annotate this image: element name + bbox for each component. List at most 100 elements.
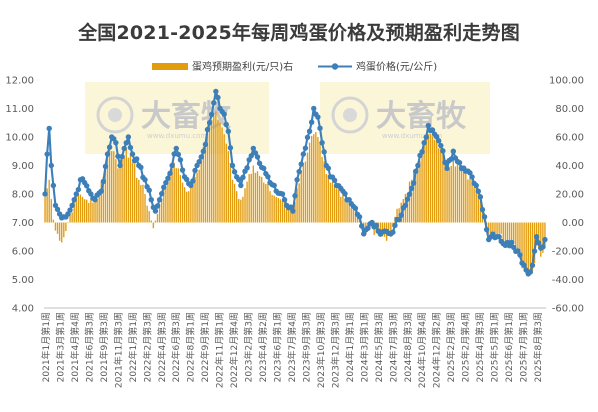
profit-bar	[248, 174, 250, 223]
x-tick-label: 2024年12月第2周	[431, 312, 443, 388]
profit-bar	[323, 161, 325, 223]
profit-bar	[508, 222, 511, 248]
profit-bar	[83, 199, 86, 223]
price-point	[308, 119, 315, 125]
x-tick-label: 2024年1月第1周	[344, 312, 356, 382]
profit-bar	[529, 222, 532, 275]
profit-bar	[196, 172, 198, 223]
profit-bar	[281, 199, 284, 223]
profit-bar	[335, 188, 338, 223]
profit-bar	[177, 168, 180, 223]
profit-bar	[315, 132, 317, 223]
price-point	[479, 206, 486, 213]
price-point	[529, 262, 536, 268]
profit-bar	[69, 213, 71, 223]
profit-bar	[390, 222, 392, 237]
price-point	[319, 140, 325, 146]
profit-bar	[310, 135, 313, 223]
profit-bar	[113, 151, 115, 223]
price-point	[271, 182, 277, 189]
profit-bar	[296, 188, 298, 223]
profit-bar	[198, 169, 200, 223]
profit-bar	[225, 143, 227, 223]
profit-bar	[440, 148, 442, 223]
profit-bar	[158, 203, 161, 223]
profit-bar	[346, 201, 348, 223]
price-point	[436, 138, 442, 144]
profit-bar	[61, 222, 63, 243]
profit-bar	[448, 168, 450, 223]
watermark-brand: 大畜牧	[376, 99, 467, 134]
price-point	[119, 153, 125, 160]
profit-bar	[210, 119, 213, 223]
price-point	[531, 248, 538, 254]
profit-bar	[188, 191, 190, 223]
left-tick-label: 12.00	[5, 76, 34, 87]
profit-bar	[317, 137, 319, 223]
legend-label-profit: 蛋鸡预期盈利(元/只)右	[192, 60, 293, 73]
chart-title: 全国2021-2025年每周鸡蛋价格及预期盈利走势图	[78, 22, 520, 44]
profit-bar	[396, 208, 398, 223]
profit-bar	[167, 173, 169, 223]
profit-bar	[77, 194, 80, 223]
price-point	[183, 176, 190, 183]
profit-bar	[227, 151, 230, 223]
profit-bar	[217, 119, 219, 223]
price-point	[281, 197, 288, 203]
price-point	[419, 149, 425, 155]
price-point	[223, 121, 229, 128]
profit-bar	[298, 183, 300, 223]
price-point	[342, 190, 348, 197]
price-point	[404, 196, 411, 202]
profit-bar	[165, 186, 167, 223]
profit-bar	[46, 188, 48, 223]
profit-bar	[94, 197, 96, 223]
profit-bar	[325, 174, 327, 223]
price-point	[148, 197, 154, 203]
price-point	[406, 191, 413, 197]
legend: 蛋鸡预期盈利(元/只)右 鸡蛋价格(元/公斤)	[152, 60, 437, 73]
profit-bar	[152, 222, 155, 229]
price-point	[429, 127, 436, 133]
price-point	[438, 142, 444, 149]
price-point	[204, 126, 211, 133]
profit-bar	[54, 222, 57, 231]
profit-bar	[258, 175, 261, 223]
price-point	[125, 134, 132, 140]
profit-bar	[279, 199, 282, 223]
price-point	[292, 193, 298, 199]
price-point	[321, 149, 327, 155]
profit-bar	[185, 191, 188, 223]
price-point	[369, 219, 375, 226]
profit-bar	[161, 199, 163, 223]
profit-bar	[523, 222, 525, 271]
price-point	[473, 182, 479, 189]
price-point	[104, 151, 111, 157]
x-tick-label: 2025年6月第1周	[503, 312, 515, 382]
profit-bar	[127, 157, 130, 223]
profit-bar	[458, 165, 461, 223]
price-point	[69, 202, 75, 209]
price-point	[208, 111, 215, 118]
profit-bar	[96, 199, 98, 223]
right-axis: -60.00 -40.00 -20.00 0.00 20.00 40.00 60.00 80.…	[549, 76, 584, 315]
profit-bar	[344, 198, 346, 223]
profit-bar	[271, 194, 273, 223]
profit-bar	[125, 148, 127, 223]
price-point	[238, 182, 244, 189]
price-point	[250, 145, 257, 152]
profit-bar	[527, 222, 529, 277]
price-point	[521, 262, 527, 268]
profit-bar	[465, 174, 467, 223]
profit-bar	[444, 163, 446, 223]
x-tick-label: 2021年1月第1周	[40, 312, 52, 382]
profit-bar	[292, 211, 294, 223]
profit-bar	[415, 170, 417, 223]
profit-bar	[354, 211, 357, 223]
price-point	[227, 145, 234, 151]
price-point	[123, 140, 129, 146]
price-point	[48, 162, 54, 169]
price-point	[261, 165, 267, 172]
